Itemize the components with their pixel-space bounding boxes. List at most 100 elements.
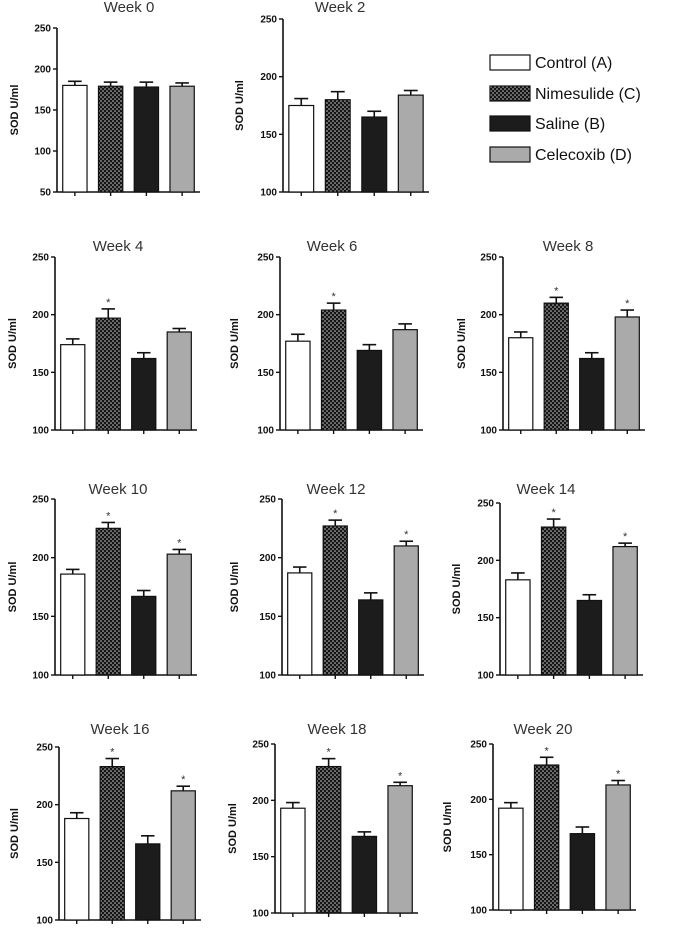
panel-title: Week 14	[517, 481, 576, 498]
y-tick-label: 150	[34, 106, 51, 117]
panel-title: Week 10	[89, 481, 148, 498]
significance-star: *	[333, 508, 338, 520]
chart-panel: Week 8 SOD U/ml 100 150 200 250 * *	[456, 238, 645, 437]
legend: Control (A) Nimesulide (C) Saline (B) Ce…	[489, 54, 641, 164]
y-tick-label: 250	[477, 499, 494, 510]
panel-title: Week 12	[307, 481, 366, 498]
bar-saline	[131, 595, 157, 676]
bar-saline	[576, 599, 603, 676]
chart-panel: Week 10 SOD U/ml 100 150 200 250 * *	[7, 481, 197, 682]
bar-celecoxib	[397, 94, 424, 193]
significance-star: *	[404, 529, 409, 541]
panel-title: Week 16	[91, 721, 150, 738]
bar-nimesulide	[543, 302, 569, 431]
bar-control	[505, 579, 531, 676]
y-tick-label: 150	[477, 613, 494, 624]
chart-panel: Week 6 SOD U/ml 100 150 200 250 *	[229, 238, 423, 437]
y-axis-label: SOD U/ml	[451, 564, 463, 615]
bar-celecoxib	[393, 545, 419, 676]
bar-celecoxib	[392, 329, 418, 431]
y-tick-label: 250	[259, 495, 276, 506]
legend-swatch-saline	[489, 115, 531, 132]
y-tick-label: 100	[259, 671, 276, 682]
bar-control	[288, 104, 315, 193]
y-tick-label: 100	[477, 671, 494, 682]
y-tick-label: 100	[257, 426, 274, 437]
bar-nimesulide	[533, 764, 560, 911]
y-tick-label: 250	[260, 15, 277, 26]
y-tick-label: 200	[36, 800, 53, 811]
y-tick-label: 200	[260, 72, 277, 83]
bar-control	[287, 572, 313, 676]
chart-panel: Week 4 SOD U/ml 100 150 200 250 *	[7, 238, 197, 437]
significance-star: *	[181, 774, 186, 786]
significance-star: *	[106, 297, 111, 309]
y-tick-label: 250	[32, 253, 49, 264]
bar-control	[508, 337, 534, 431]
y-axis-label: SOD U/ml	[9, 808, 21, 859]
y-tick-label: 250	[252, 740, 269, 751]
bar-control	[498, 807, 524, 911]
y-axis-label: SOD U/ml	[9, 85, 21, 136]
bar-saline	[358, 599, 384, 676]
chart-panel: Week 0 SOD U/ml 50 100 150 200 250	[9, 0, 200, 199]
legend-label-celecoxib: Celecoxib (D)	[535, 147, 632, 164]
y-tick-label: 200	[259, 553, 276, 564]
chart-panel: Week 12 SOD U/ml 100 150 200 250 * *	[229, 481, 424, 682]
bar-celecoxib	[170, 790, 196, 921]
panel-title: Week 18	[308, 721, 367, 738]
legend-item-saline: Saline (B)	[489, 115, 605, 133]
y-tick-label: 200	[477, 556, 494, 567]
y-axis-label: SOD U/ml	[7, 318, 19, 369]
bar-control	[62, 84, 88, 193]
y-tick-label: 250	[36, 743, 53, 754]
bar-control	[60, 344, 86, 431]
panel-title: Week 20	[514, 721, 573, 738]
bar-nimesulide	[540, 526, 567, 676]
bar-celecoxib	[605, 784, 631, 911]
y-tick-label: 150	[470, 850, 487, 861]
legend-swatch-nimesulide	[489, 85, 531, 102]
significance-star: *	[544, 745, 549, 757]
bar-celecoxib	[387, 785, 413, 914]
panel-title: Week 0	[104, 0, 155, 16]
legend-swatch-celecoxib	[489, 146, 531, 163]
chart-panel: Week 2 SOD U/ml 100 150 200 250	[234, 0, 429, 199]
chart-panel: Week 18 SOD U/ml 100 150 200 250 * *	[227, 721, 418, 920]
panel-title: Week 6	[307, 238, 358, 255]
y-tick-label: 150	[36, 858, 53, 869]
y-tick-label: 200	[470, 795, 487, 806]
legend-label-nimesulide: Nimesulide (C)	[535, 86, 641, 103]
legend-item-control: Control (A)	[489, 54, 612, 72]
y-tick-label: 100	[36, 916, 53, 927]
y-tick-label: 200	[257, 310, 274, 321]
significance-star: *	[331, 291, 336, 303]
y-axis-label: SOD U/ml	[227, 803, 239, 854]
y-tick-label: 100	[32, 671, 49, 682]
y-tick-label: 200	[34, 65, 51, 76]
bar-saline	[133, 86, 160, 193]
y-tick-label: 150	[252, 852, 269, 863]
bar-saline	[361, 116, 388, 193]
bar-control	[285, 340, 311, 431]
y-tick-label: 250	[34, 24, 51, 35]
y-tick-label: 100	[252, 909, 269, 920]
y-tick-label: 150	[480, 368, 497, 379]
y-tick-label: 100	[260, 188, 277, 199]
significance-star: *	[398, 770, 403, 782]
bar-control	[60, 573, 86, 676]
y-tick-label: 150	[32, 612, 49, 623]
y-tick-label: 250	[480, 253, 497, 264]
y-tick-label: 250	[257, 253, 274, 264]
chart-panel: Week 16 SOD U/ml 100 150 200 250 * *	[9, 721, 201, 927]
legend-label-saline: Saline (B)	[535, 116, 605, 133]
legend-item-nimesulide: Nimesulide (C)	[489, 85, 641, 103]
significance-star: *	[551, 507, 556, 519]
bar-control	[64, 817, 90, 921]
significance-star: *	[110, 747, 115, 759]
significance-star: *	[106, 510, 111, 522]
y-tick-label: 150	[259, 612, 276, 623]
y-tick-label: 100	[480, 426, 497, 437]
bar-celecoxib	[166, 553, 192, 676]
